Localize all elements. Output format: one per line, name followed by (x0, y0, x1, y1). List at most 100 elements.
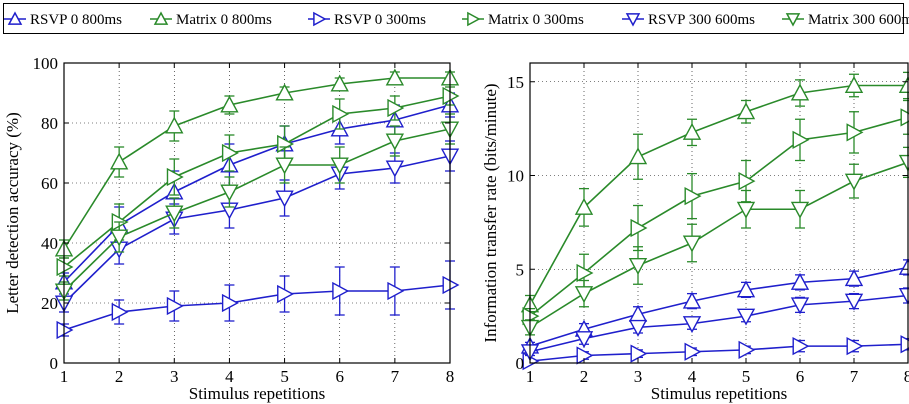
series-line (529, 116, 909, 317)
legend-label: RSVP 300 600ms (648, 12, 755, 28)
series (520, 71, 909, 315)
itr-chart: 1 2 3 4 5 6 7 8 0 5 10 15 Stimulus repetitions Inform… (481, 62, 909, 403)
legend: RSVP 0 800ms Matrix 0 800ms RSVP 0 300ms Ma… (3, 3, 909, 34)
data-point (682, 122, 702, 140)
data-point (387, 281, 405, 301)
data-point (628, 147, 648, 165)
data-point (574, 286, 594, 304)
legend-entry: RSVP 0 800ms (4, 11, 122, 28)
ticks: 1 2 3 4 5 6 7 8 0 5 10 15 (507, 63, 909, 386)
legend-label: RSVP 0 300ms (334, 12, 426, 28)
x-tick-label: 5 (742, 367, 751, 386)
legend-marker (467, 11, 481, 27)
legend-label: RSVP 0 800ms (30, 12, 122, 28)
x-tick-label: 8 (904, 367, 909, 386)
y-tick-label: 10 (507, 167, 524, 186)
x-axis-label: Stimulus repetitions (189, 384, 325, 403)
series (56, 260, 460, 340)
data-point (844, 173, 864, 191)
series (520, 146, 909, 337)
data-point (792, 130, 810, 150)
series-line (529, 343, 909, 362)
series-line (63, 128, 451, 292)
data-point (385, 133, 405, 151)
data-point (630, 218, 648, 238)
data-point (738, 340, 756, 360)
data-point (111, 302, 129, 322)
data-point (332, 104, 350, 124)
legend-entry: RSVP 0 300ms (308, 11, 426, 28)
data-point (844, 293, 864, 311)
series (54, 113, 460, 301)
data-point (574, 197, 594, 215)
data-point (109, 152, 129, 170)
y-tick-label: 5 (516, 260, 525, 279)
x-tick-label: 7 (391, 367, 400, 386)
data-point (275, 83, 294, 101)
series-line (529, 266, 909, 347)
y-tick-label: 40 (41, 234, 58, 253)
data-point (736, 280, 756, 298)
axes-frame (63, 62, 451, 364)
data-point (387, 98, 405, 118)
data-point (792, 336, 810, 356)
y-tick-label: 0 (516, 354, 525, 373)
axes-frame (529, 62, 909, 364)
y-tick-label: 15 (507, 73, 524, 92)
series-line (63, 104, 451, 283)
data-point (684, 342, 702, 361)
x-tick-label: 6 (335, 367, 344, 386)
data-point (630, 344, 648, 363)
legend-label: Matrix 0 800ms (176, 12, 272, 28)
legend-entry: Matrix 0 300ms (462, 11, 584, 28)
y-axis-label: Information transfer rate (bits/minute) (481, 83, 500, 342)
x-tick-label: 4 (688, 367, 697, 386)
legend-marker (153, 11, 169, 25)
x-tick-label: 3 (634, 367, 643, 386)
data-point (109, 229, 129, 247)
data-point (385, 68, 405, 86)
data-point (682, 291, 702, 309)
data-point (330, 74, 349, 92)
data-point (738, 171, 756, 191)
data-point (574, 331, 594, 349)
legend-entry: Matrix 0 800ms (150, 11, 272, 28)
x-tick-label: 2 (115, 367, 124, 386)
data-point (682, 316, 702, 334)
legend-label: Matrix 300 600ms (808, 12, 909, 28)
x-tick-label: 2 (580, 367, 589, 386)
x-tick-label: 1 (526, 367, 535, 386)
y-axis-label: Letter detection accuracy (%) (3, 112, 22, 314)
data-point (628, 258, 648, 275)
series-line (63, 284, 451, 331)
data-point (844, 76, 864, 93)
data-point (736, 308, 756, 326)
data-point (330, 157, 349, 175)
data-point (332, 281, 350, 301)
legend-marker (625, 13, 641, 27)
data-point (736, 201, 756, 219)
x-axis-label: Stimulus repetitions (651, 384, 787, 403)
data-point (220, 95, 239, 113)
series-line (63, 155, 451, 304)
data-point (220, 184, 239, 202)
series (520, 287, 909, 362)
y-tick-label: 0 (50, 354, 59, 373)
data-point (846, 336, 864, 356)
data-point (684, 186, 702, 206)
data-point (166, 296, 184, 316)
data-point (165, 205, 184, 223)
data-point (576, 263, 594, 283)
legend-box (3, 3, 904, 34)
data-point (790, 272, 810, 290)
data-point (166, 167, 184, 187)
legend-marker (785, 13, 801, 27)
y-tick-label: 20 (41, 294, 58, 313)
data-point (385, 160, 405, 178)
data-point (682, 235, 702, 253)
legend-entry: RSVP 300 600ms (622, 12, 755, 28)
data-point (790, 201, 810, 219)
